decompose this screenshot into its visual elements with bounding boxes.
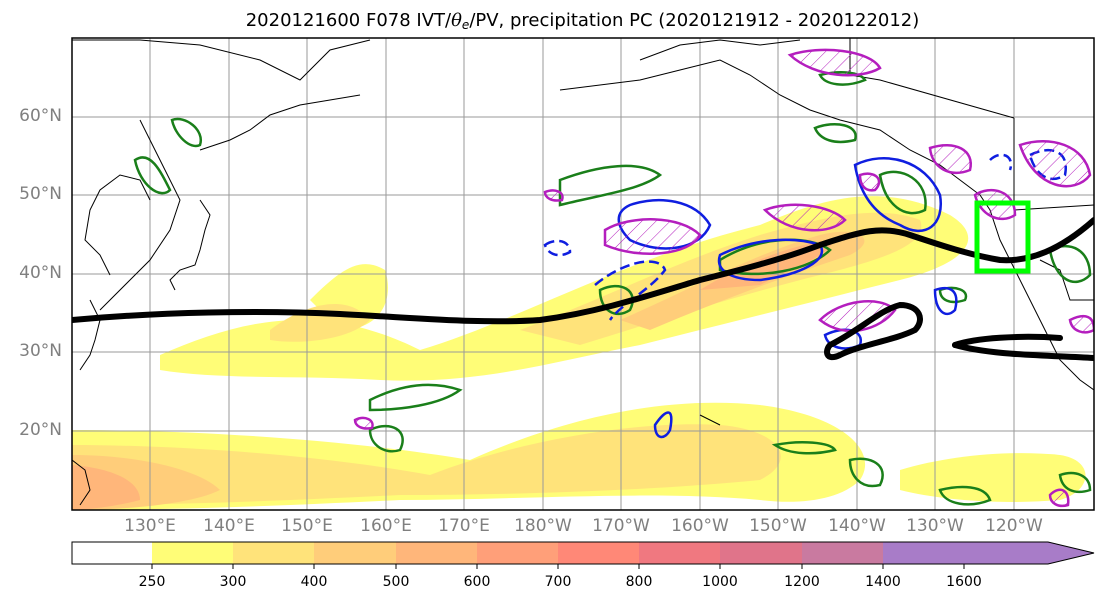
magenta-contours	[353, 48, 1094, 508]
colorbar-tick-400: 400	[300, 574, 328, 590]
colorbar-tick-300: 300	[219, 574, 247, 590]
green-contours	[133, 71, 1092, 506]
lon-label-130w: 130°W	[906, 516, 964, 536]
lon-label-120w: 120°W	[985, 516, 1043, 536]
colorbar-tick-250: 250	[138, 574, 166, 590]
colorbar-tick-500: 500	[382, 574, 410, 590]
colorbar-segment-8	[720, 542, 802, 564]
map-frame	[71, 37, 1095, 511]
colorbar	[71, 541, 1095, 569]
lon-label-160w: 160°W	[671, 516, 729, 536]
colorbar-segment-3	[314, 542, 396, 564]
colorbar-segment-1	[152, 542, 233, 564]
lon-label-130e: 130°E	[124, 516, 176, 536]
chart-title: 2020121600 F078 IVT/θe/PV, precipitation…	[245, 10, 920, 32]
lon-label-170w: 170°W	[592, 516, 650, 536]
colorbar-tick-600: 600	[463, 574, 491, 590]
highlight-box	[974, 200, 1031, 274]
colorbar-tick-800: 800	[625, 574, 653, 590]
colorbar-segment-5	[477, 542, 558, 564]
ivt-contours	[72, 217, 1094, 361]
colorbar-segment-4	[396, 542, 477, 564]
lon-label-160e: 160°E	[360, 516, 412, 536]
gridlines	[72, 38, 1094, 510]
colorbar-tick-1000: 1000	[702, 574, 738, 590]
lat-label-60n: 60°N	[19, 106, 62, 126]
colorbar-tick-1400: 1400	[865, 574, 901, 590]
colorbar-segment-10	[883, 542, 1048, 564]
lon-label-140w: 140°W	[828, 516, 886, 536]
colorbar-tick-1200: 1200	[784, 574, 820, 590]
lon-label-170e: 170°E	[438, 516, 490, 536]
lat-label-40n: 40°N	[19, 263, 62, 283]
colorbar-tick-1600: 1600	[946, 574, 982, 590]
colorbar-tick-700: 700	[544, 574, 572, 590]
lat-label-30n: 30°N	[19, 341, 62, 361]
colorbar-outline	[71, 541, 1095, 565]
lon-label-150w: 150°W	[749, 516, 807, 536]
colorbar-segment-2	[233, 542, 314, 564]
colorbar-segment-9	[802, 542, 883, 564]
lon-label-140e: 140°E	[203, 516, 255, 536]
colorbar-segment-7	[639, 542, 720, 564]
colorbar-extend-arrow	[1048, 542, 1094, 564]
colorbar-segment-0	[72, 542, 152, 564]
lat-label-20n: 20°N	[19, 420, 62, 440]
coastlines	[72, 38, 1094, 506]
colorbar-segment-6	[558, 542, 639, 564]
lon-label-150e: 150°E	[281, 516, 333, 536]
lon-label-180w: 180°W	[514, 516, 572, 536]
lat-label-50n: 50°N	[19, 184, 62, 204]
